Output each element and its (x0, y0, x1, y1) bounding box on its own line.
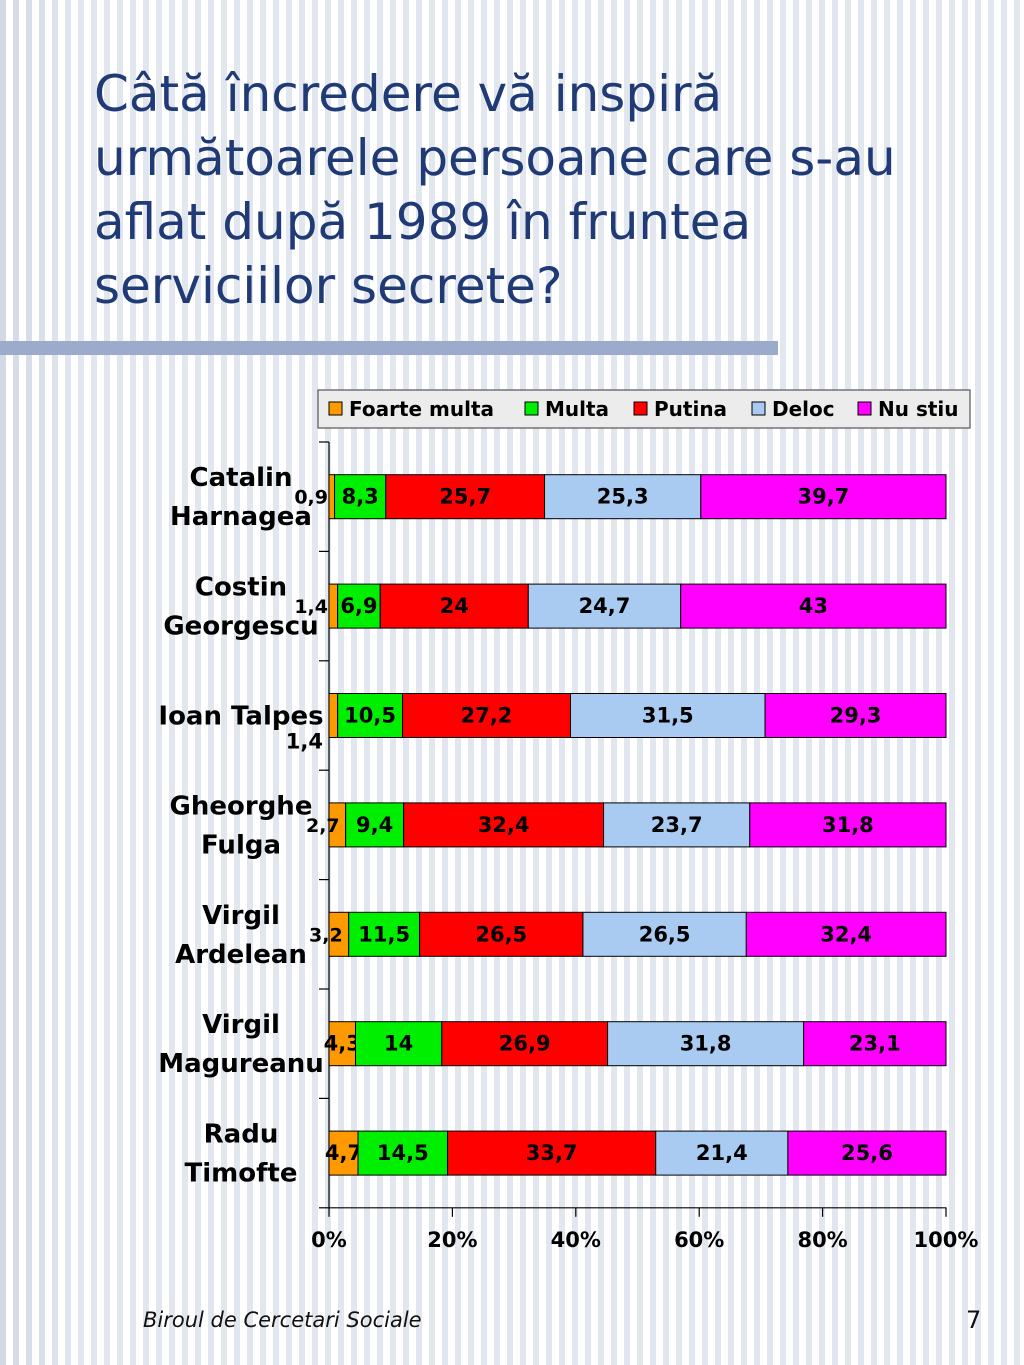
bar-segment (803, 1021, 947, 1067)
data-label: 0,9 (294, 487, 328, 509)
page-number: 7 (966, 1306, 982, 1334)
data-label: 3,2 (309, 924, 343, 946)
data-label: 25,7 (439, 485, 491, 509)
legend-label: Foarte multa (349, 397, 494, 421)
data-label: 26,9 (499, 1032, 551, 1056)
category-label: Costin (195, 573, 287, 603)
bar-segment (337, 583, 381, 629)
data-label: 23,7 (651, 813, 703, 837)
data-label: 39,7 (797, 485, 849, 509)
x-tick-label: 100% (914, 1228, 979, 1252)
title-underline (0, 341, 778, 355)
bar-segment (749, 802, 947, 848)
data-label: 14,5 (377, 1141, 429, 1165)
data-label: 2,7 (306, 815, 340, 837)
bar-segment (607, 1021, 805, 1067)
legend: Foarte multa Multa Putina Deloc Nu stiu (317, 389, 971, 429)
data-label: 9,4 (356, 813, 393, 837)
data-label: 25,3 (597, 485, 649, 509)
bar-segment (328, 1021, 357, 1067)
bar-segment (787, 1130, 947, 1176)
legend-label: Deloc (772, 397, 835, 421)
data-label: 23,1 (849, 1032, 901, 1056)
bar-segment (328, 583, 339, 629)
legend-label: Nu stiu (878, 397, 959, 421)
category-label: Virgil (202, 1010, 280, 1040)
category-label: Ioan Talpes (158, 702, 323, 732)
data-label: 31,8 (822, 813, 874, 837)
bar-segment (345, 802, 405, 848)
bar-segment (328, 474, 336, 520)
footer-text: Biroul de Cercetari Sociale (143, 1308, 422, 1332)
x-tick-label: 0% (311, 1228, 347, 1252)
data-label: 8,3 (342, 485, 379, 509)
data-label: 27,2 (461, 704, 513, 728)
bar-segment (680, 583, 947, 629)
data-label: 10,5 (344, 704, 396, 728)
legend-swatch (751, 401, 766, 416)
category-label: Magureanu (158, 1049, 324, 1079)
data-label: 6,9 (340, 594, 377, 618)
bar-segment (401, 693, 571, 738)
x-tick-label: 40% (551, 1228, 601, 1252)
category-label: Virgil (202, 901, 280, 931)
data-label: 26,5 (475, 922, 527, 946)
data-label: 31,8 (680, 1032, 732, 1056)
category-label: Ardelean (175, 940, 307, 970)
data-label: 29,3 (830, 704, 882, 728)
x-tick-label: 20% (427, 1228, 477, 1252)
bar-segment (527, 583, 682, 629)
data-label: 24,7 (579, 594, 631, 618)
category-label: Georgescu (163, 612, 318, 642)
legend-label: Multa (545, 397, 609, 421)
bar-segment (419, 911, 584, 957)
data-label: 43 (799, 594, 828, 618)
data-label: 4,7 (325, 1141, 362, 1165)
legend-swatch (633, 401, 648, 416)
category-label: Timofte (185, 1159, 298, 1189)
data-label: 21,4 (696, 1141, 748, 1165)
bar-segment (357, 1130, 449, 1176)
bar-segment (700, 474, 947, 520)
bar-segment (764, 693, 947, 738)
data-label: 24 (440, 594, 469, 618)
data-label: 25,6 (841, 1141, 893, 1165)
legend-swatch (857, 401, 872, 416)
data-label: 4,3 (324, 1032, 361, 1056)
data-label: 11,5 (358, 922, 410, 946)
bar-segment (337, 693, 403, 738)
category-label: Gheorghe (170, 791, 313, 821)
category-label: Fulga (201, 830, 281, 860)
category-label: Radu (204, 1120, 279, 1150)
bar-segment (582, 911, 747, 957)
data-label: 26,5 (639, 922, 691, 946)
data-label: 32,4 (478, 813, 530, 837)
bar-segment (603, 802, 751, 848)
data-label: 33,7 (526, 1141, 578, 1165)
data-label: 31,5 (642, 704, 694, 728)
legend-swatch (328, 401, 343, 416)
category-label: Catalin (190, 463, 293, 493)
legend-swatch (524, 401, 539, 416)
data-label: 32,4 (820, 922, 872, 946)
data-label: 14 (384, 1032, 413, 1056)
slide-title: Câtă încredere vă inspiră următoarele pe… (94, 65, 896, 315)
data-label: 1,4 (286, 730, 323, 754)
bar-segment (655, 1130, 789, 1176)
legend-label: Putina (654, 397, 727, 421)
x-tick-label: 80% (797, 1228, 847, 1252)
bar-segment (447, 1130, 657, 1176)
bar-segment (355, 1021, 443, 1067)
bar-segment (403, 802, 605, 848)
bar-segment (745, 911, 947, 957)
bar-segment (569, 693, 766, 738)
bar-segment (385, 474, 546, 520)
category-label: Harnagea (170, 502, 312, 532)
x-tick-label: 60% (674, 1228, 724, 1252)
data-label: 1,4 (294, 596, 328, 618)
bar-segment (328, 693, 339, 738)
